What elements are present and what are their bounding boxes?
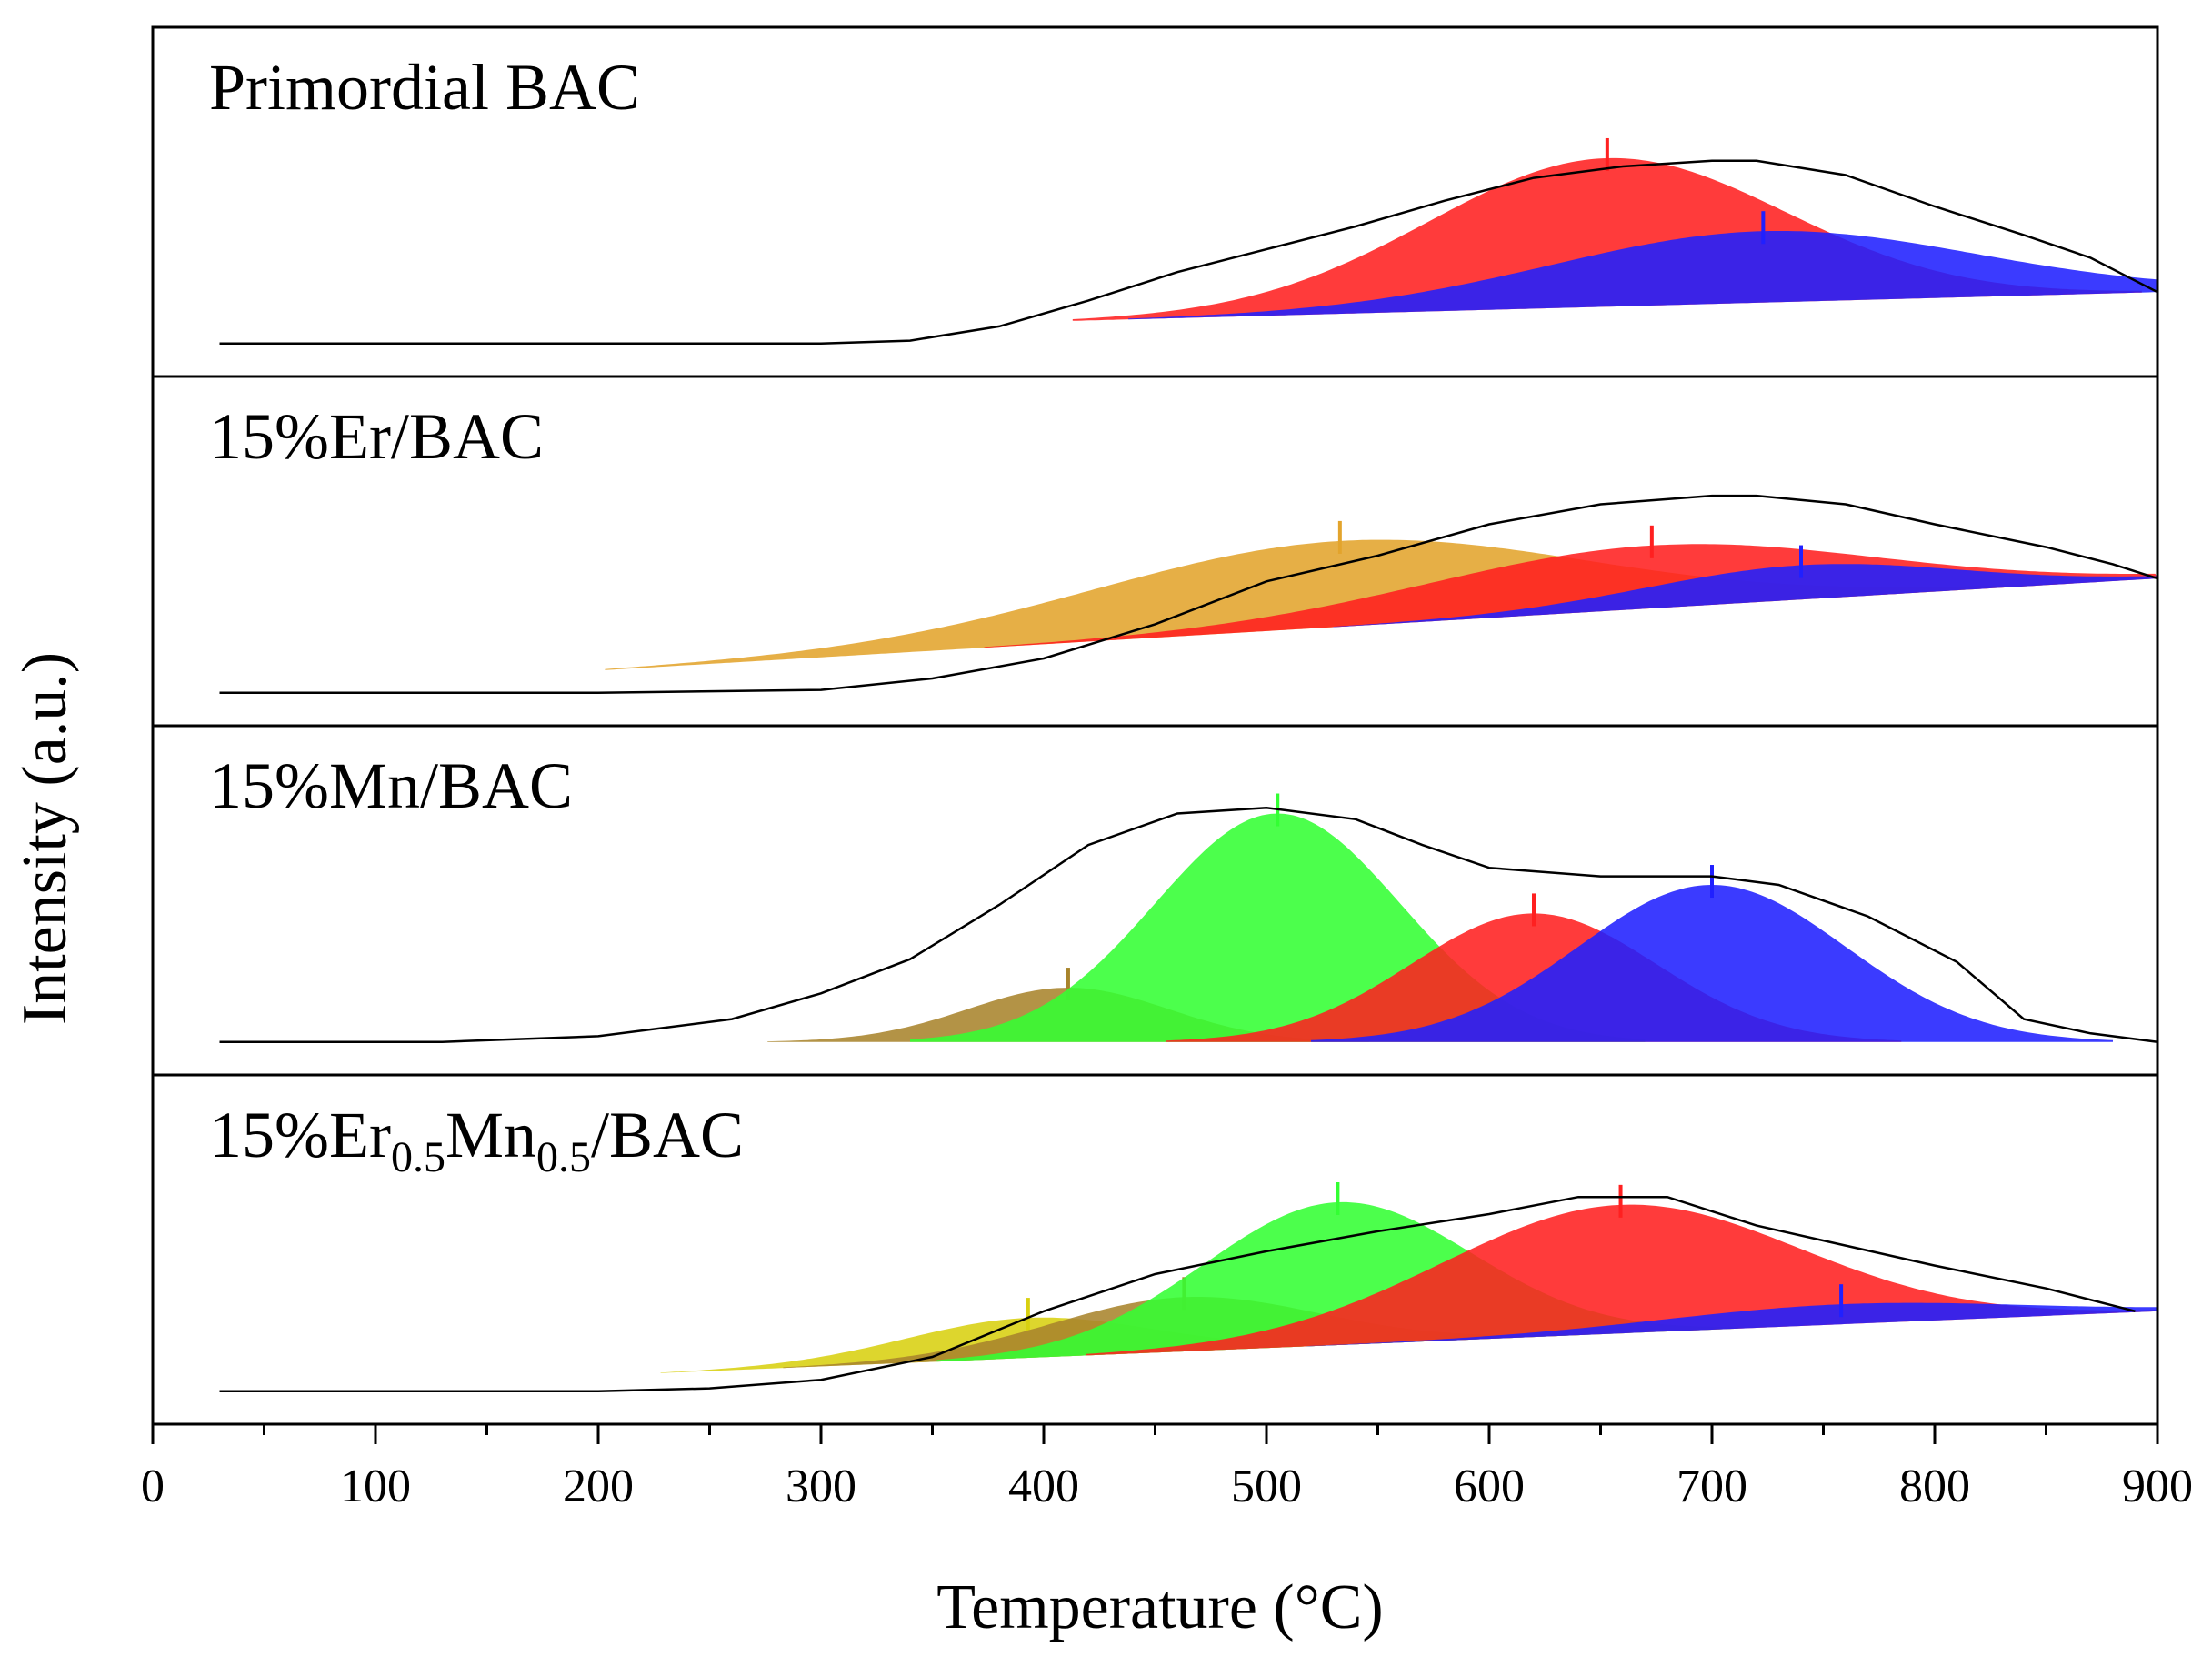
x-tick-label: 300 <box>786 1461 856 1512</box>
envelope-line <box>219 1195 2136 1392</box>
envelope-line <box>219 494 2158 694</box>
panel-3: 15%Mn/BAC <box>151 724 2159 1077</box>
panel-4: 15%Er0.5Mn0.5/BAC <box>151 1073 2159 1426</box>
envelope-line <box>219 806 2158 1043</box>
panel-label: Primordial BAC <box>209 51 640 124</box>
y-axis-label: Intensity (a.u.) <box>10 652 80 1025</box>
x-axis-label: Temperature (°C) <box>936 1572 1383 1642</box>
peak-blue-3 <box>1333 564 2157 628</box>
panel-1: Primordial BAC <box>151 25 2159 378</box>
panel-label: 15%Mn/BAC <box>209 749 573 822</box>
x-tick-label: 100 <box>340 1461 411 1512</box>
x-tick-label: 0 <box>141 1461 165 1512</box>
x-tick-label: 900 <box>2122 1461 2193 1512</box>
x-tick-label: 600 <box>1454 1461 1525 1512</box>
x-tick-label: 200 <box>563 1461 634 1512</box>
x-axis: 0 100 200 300 400 500 600 700 800 900 <box>141 1424 2193 1512</box>
peak-blue-4 <box>1311 885 2113 1042</box>
panel-label: 15%Er/BAC <box>209 400 544 473</box>
x-tick-label: 800 <box>1899 1461 1970 1512</box>
panel-label: 15%Er0.5Mn0.5/BAC <box>209 1099 744 1181</box>
panel-2: 15%Er/BAC <box>151 375 2159 728</box>
x-tick-label: 700 <box>1677 1461 1747 1512</box>
envelope-line <box>219 159 2158 345</box>
peak-blue-2 <box>1128 231 2157 320</box>
peak-blue-5 <box>1306 1302 2157 1347</box>
x-tick-label: 500 <box>1231 1461 1302 1512</box>
x-tick-label: 400 <box>1008 1461 1079 1512</box>
panels-layer: Primordial BAC 15%Er/BAC 15%Mn/BAC 15%Er0.5… <box>151 25 2159 1426</box>
